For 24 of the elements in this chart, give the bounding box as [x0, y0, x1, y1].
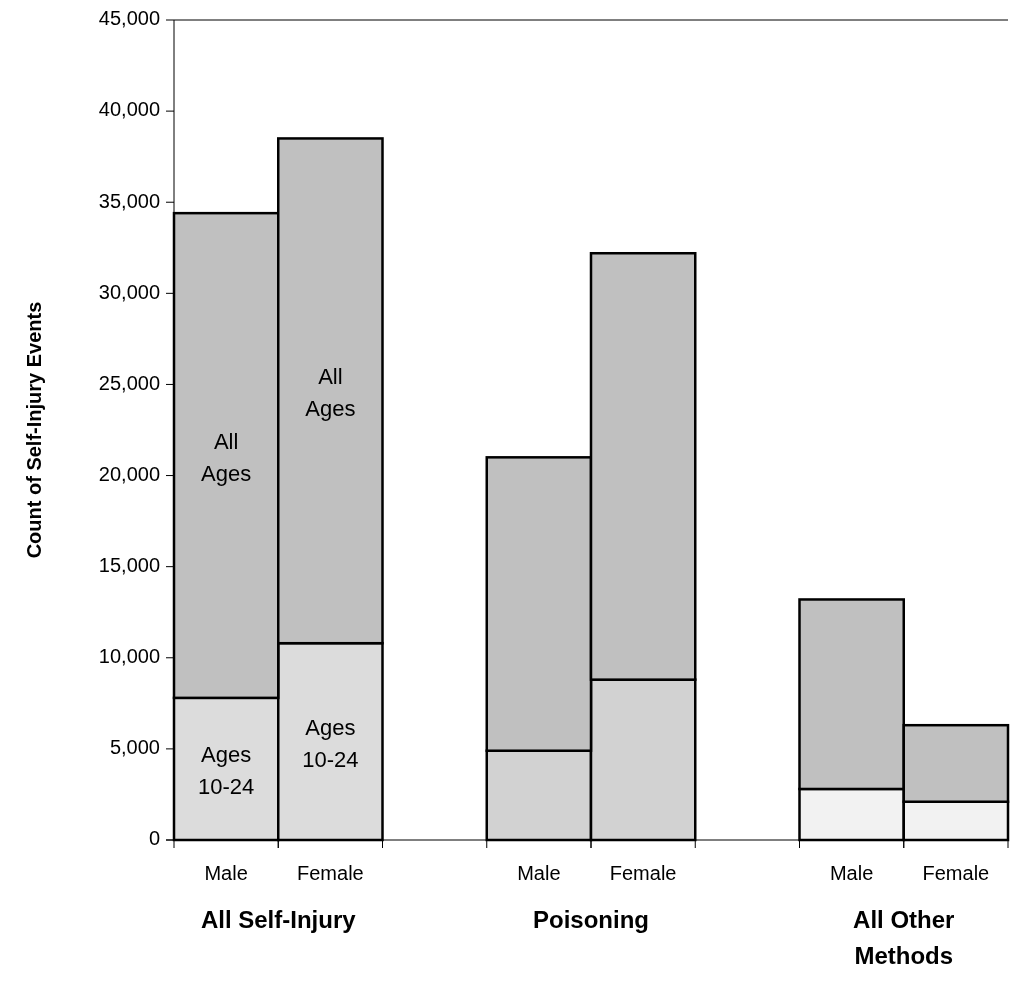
y-tick-label: 40,000 [98, 98, 160, 121]
y-tick-label: 0 [148, 827, 160, 850]
x-tick-label: Male [204, 862, 248, 884]
series-label: All Ages [201, 428, 252, 486]
y-axis-title: Count of Self-Injury Events [23, 301, 46, 559]
y-tick-label: 45,000 [98, 7, 160, 30]
y-tick-label: 30,000 [98, 280, 160, 303]
text: Poisoning [533, 906, 649, 933]
y-tick-label: 35,000 [98, 189, 160, 212]
text: Ages 10-24 [302, 714, 359, 772]
y-tick-label: 10,000 [98, 645, 160, 668]
x-tick-label: Female [922, 862, 990, 884]
x-tick-label: Male [829, 862, 874, 884]
x-tick-label: Female [609, 862, 677, 884]
x-tick-label: Female [297, 862, 364, 884]
text: All Self-Injury [200, 906, 357, 933]
text: All Ages [305, 363, 356, 421]
y-tick-label: 15,000 [98, 553, 160, 576]
x-tick-label: Male [517, 862, 561, 884]
y-tick-label: 20,000 [98, 462, 160, 485]
y-tick-label: 25,000 [98, 371, 160, 394]
series-label: Ages 10-24 [197, 741, 255, 799]
text: All Other Methods [853, 906, 955, 969]
y-tick-label: 5,000 [109, 736, 160, 759]
